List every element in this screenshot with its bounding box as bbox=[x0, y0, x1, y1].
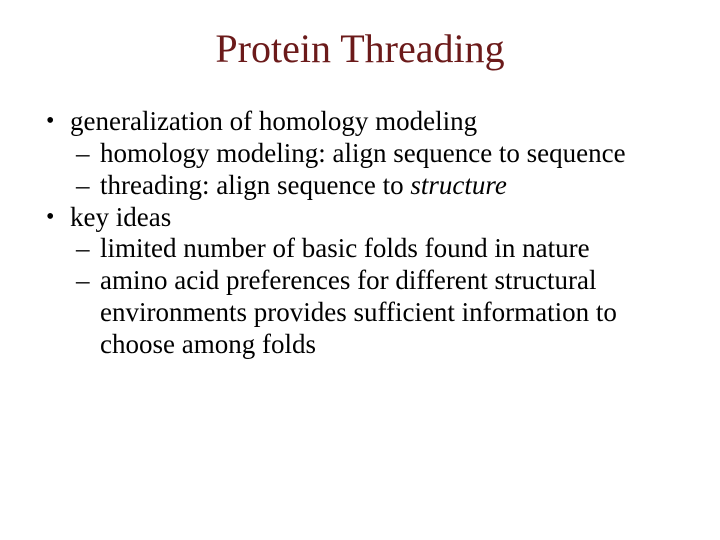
bullet-1: generalization of homology modeling homo… bbox=[40, 106, 680, 202]
bullet-list: generalization of homology modeling homo… bbox=[40, 106, 680, 361]
bullet-2: key ideas limited number of basic folds … bbox=[40, 202, 680, 361]
bullet-1-sub-2: threading: align sequence to structure bbox=[70, 170, 680, 202]
bullet-2-sub-1-text: limited number of basic folds found in n… bbox=[100, 233, 590, 263]
bullet-2-sub-1: limited number of basic folds found in n… bbox=[70, 233, 680, 265]
slide-title: Protein Threading bbox=[0, 26, 720, 72]
bullet-2-text: key ideas bbox=[70, 202, 171, 232]
bullet-1-sublist: homology modeling: align sequence to seq… bbox=[70, 138, 680, 202]
bullet-2-sub-2: amino acid preferences for different str… bbox=[70, 265, 680, 361]
slide: Protein Threading generalization of homo… bbox=[0, 0, 720, 540]
bullet-2-sub-2-text: amino acid preferences for different str… bbox=[100, 265, 617, 359]
bullet-1-sub-1: homology modeling: align sequence to seq… bbox=[70, 138, 680, 170]
bullet-2-sublist: limited number of basic folds found in n… bbox=[70, 233, 680, 360]
bullet-1-sub-2-text-a: threading: align sequence to bbox=[100, 170, 410, 200]
bullet-1-sub-1-text: homology modeling: align sequence to seq… bbox=[100, 138, 626, 168]
bullet-1-text: generalization of homology modeling bbox=[70, 106, 477, 136]
slide-body: generalization of homology modeling homo… bbox=[0, 106, 720, 361]
bullet-1-sub-2-text-b: structure bbox=[410, 170, 507, 200]
